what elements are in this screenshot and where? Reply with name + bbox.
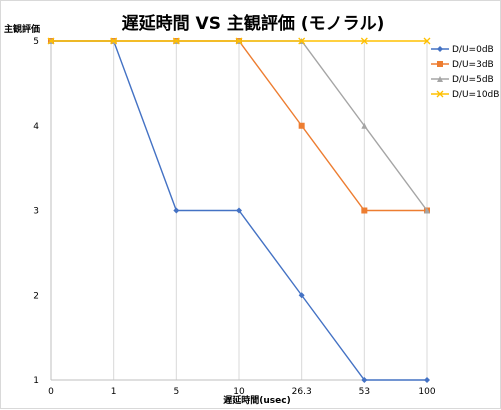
series-group bbox=[47, 37, 431, 383]
legend-label: D/U=10dB bbox=[452, 90, 499, 100]
x-tick-label: 5 bbox=[173, 387, 179, 397]
data-point bbox=[361, 377, 368, 383]
data-point bbox=[172, 37, 180, 45]
series-3 bbox=[47, 37, 431, 45]
legend: D/U=0dB D/U=3dB D/U=5dB D/U=10dB bbox=[431, 45, 499, 100]
y-axis-label: 主観評価 bbox=[4, 23, 40, 35]
x-tick-label: 26.3 bbox=[292, 387, 312, 397]
legend-label: D/U=0dB bbox=[452, 45, 494, 55]
data-point bbox=[437, 61, 443, 67]
chart-title: 遅延時間 VS 主観評価 (モノラル) bbox=[122, 13, 385, 34]
x-tick-label: 0 bbox=[48, 387, 54, 397]
data-point-stroke bbox=[360, 37, 368, 45]
x-tick-label: 100 bbox=[418, 387, 435, 397]
y-tick-label: 2 bbox=[33, 291, 39, 301]
y-tick-label: 3 bbox=[33, 207, 39, 217]
data-point bbox=[235, 37, 243, 45]
data-point bbox=[298, 37, 306, 45]
data-point bbox=[437, 46, 443, 52]
x-tick-label: 1 bbox=[111, 387, 117, 397]
data-point-stroke bbox=[298, 37, 306, 45]
y-tick-label: 1 bbox=[33, 376, 39, 386]
data-point bbox=[423, 37, 431, 45]
data-point bbox=[110, 37, 118, 45]
x-tick-label: 53 bbox=[359, 387, 370, 397]
legend-label: D/U=5dB bbox=[452, 75, 494, 85]
data-point bbox=[298, 122, 305, 129]
y-tick-label: 4 bbox=[33, 122, 39, 132]
data-point bbox=[361, 207, 368, 214]
data-point-stroke bbox=[110, 37, 118, 45]
data-point bbox=[424, 377, 430, 383]
data-point bbox=[173, 207, 180, 214]
data-point bbox=[360, 37, 368, 45]
x-axis-label: 遅延時間(usec) bbox=[223, 394, 290, 406]
legend-entry: D/U=5dB bbox=[431, 75, 494, 85]
data-point-stroke bbox=[172, 37, 180, 45]
legend-entry: D/U=10dB bbox=[431, 90, 499, 100]
legend-entry: D/U=3dB bbox=[431, 60, 494, 70]
legend-entry: D/U=0dB bbox=[431, 45, 494, 55]
x-tick-label: 10 bbox=[233, 387, 245, 397]
data-point-stroke bbox=[235, 37, 243, 45]
data-point bbox=[47, 37, 55, 45]
data-point-stroke bbox=[47, 37, 55, 45]
y-tick-label: 5 bbox=[33, 37, 39, 47]
data-point bbox=[437, 76, 443, 82]
legend-label: D/U=3dB bbox=[452, 60, 494, 70]
data-point-stroke bbox=[423, 37, 431, 45]
data-point bbox=[298, 292, 305, 299]
data-point-stroke bbox=[436, 90, 444, 98]
data-point bbox=[361, 122, 368, 129]
data-point bbox=[424, 207, 430, 214]
data-point bbox=[436, 90, 444, 98]
data-point bbox=[236, 207, 242, 214]
